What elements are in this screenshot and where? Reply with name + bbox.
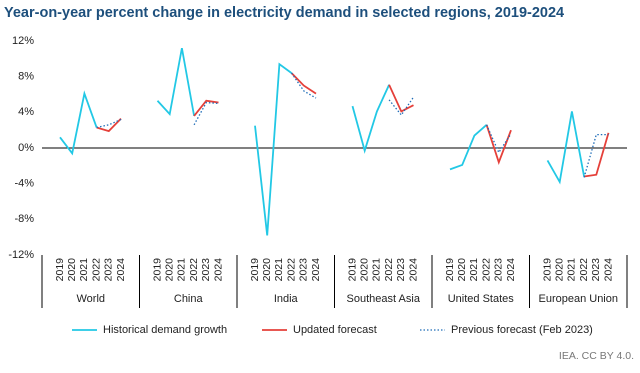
- x-tick-label: 2020: [66, 258, 78, 282]
- x-tick-label: 2022: [383, 258, 395, 282]
- x-tick-label: 2022: [285, 258, 297, 282]
- group-label: World: [76, 293, 105, 305]
- series-line: [583, 132, 610, 178]
- series-line: [193, 101, 219, 126]
- x-tick-label: 2019: [444, 258, 456, 282]
- x-tick-label: 2024: [310, 258, 322, 282]
- x-tick-label: 2024: [407, 258, 419, 282]
- legend-label: Updated forecast: [293, 324, 377, 336]
- series-line: [193, 99, 219, 117]
- x-tick-label: 2024: [115, 258, 127, 282]
- legend-label: Previous forecast (Feb 2023): [451, 324, 593, 336]
- legend-label: Historical demand growth: [103, 324, 227, 336]
- y-tick-label: 8%: [18, 71, 34, 83]
- x-tick-label: 2022: [578, 258, 590, 282]
- x-tick-label: 2021: [468, 258, 480, 282]
- x-tick-label: 2023: [395, 258, 407, 282]
- y-tick-label: -12%: [8, 249, 34, 261]
- x-tick-label: 2020: [163, 258, 175, 282]
- x-tick-label: 2024: [602, 258, 614, 282]
- series-line: [156, 47, 195, 117]
- series-line: [351, 84, 390, 154]
- series-line: [96, 118, 122, 129]
- x-tick-label: 2023: [590, 258, 602, 282]
- x-tick-label: 2019: [249, 258, 261, 282]
- x-tick-label: 2020: [358, 258, 370, 282]
- series-line: [59, 90, 98, 156]
- series-line: [485, 124, 512, 165]
- x-tick-label: 2023: [103, 258, 115, 282]
- series-line: [291, 72, 317, 99]
- x-tick-label: 2019: [54, 258, 66, 282]
- y-tick-label: 12%: [12, 35, 34, 47]
- group-label: Southeast Asia: [347, 293, 421, 305]
- x-tick-label: 2020: [553, 258, 565, 282]
- series-line: [96, 117, 122, 133]
- group-label: European Union: [538, 293, 618, 305]
- x-tick-label: 2023: [298, 258, 310, 282]
- x-tick-label: 2023: [200, 258, 212, 282]
- y-tick-label: -4%: [14, 178, 34, 190]
- series-line: [290, 72, 317, 95]
- x-tick-label: 2021: [566, 258, 578, 282]
- x-tick-label: 2019: [541, 258, 553, 282]
- group-label: India: [274, 293, 299, 305]
- y-tick-label: 4%: [18, 106, 34, 118]
- group-label: China: [174, 293, 204, 305]
- x-tick-label: 2021: [176, 258, 188, 282]
- chart-title: Year-on-year percent change in electrici…: [4, 5, 564, 21]
- series-line: [254, 62, 293, 236]
- x-tick-label: 2024: [212, 258, 224, 282]
- x-tick-label: 2020: [261, 258, 273, 282]
- x-tick-label: 2022: [188, 258, 200, 282]
- x-tick-label: 2021: [273, 258, 285, 282]
- x-tick-label: 2022: [90, 258, 102, 282]
- series-line: [388, 84, 414, 113]
- x-tick-label: 2021: [371, 258, 383, 282]
- x-tick-label: 2019: [151, 258, 163, 282]
- x-tick-label: 2020: [456, 258, 468, 282]
- y-tick-label: -8%: [14, 213, 34, 225]
- x-tick-label: 2019: [346, 258, 358, 282]
- series-line: [583, 133, 609, 178]
- y-tick-label: 0%: [18, 142, 34, 154]
- x-tick-label: 2022: [480, 258, 492, 282]
- source: IEA. CC BY 4.0.: [559, 350, 634, 362]
- series-line: [449, 124, 488, 171]
- x-tick-label: 2023: [493, 258, 505, 282]
- series-line: [546, 111, 585, 185]
- x-tick-label: 2021: [78, 258, 90, 282]
- group-label: United States: [448, 293, 515, 305]
- x-tick-label: 2024: [505, 258, 517, 282]
